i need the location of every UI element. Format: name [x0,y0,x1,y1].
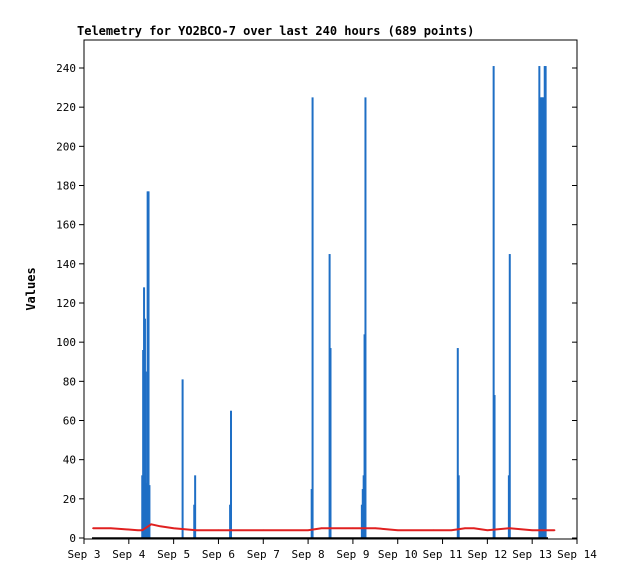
y-tick-label: 100 [56,336,76,349]
bar [148,485,151,538]
x-tick-label: Sep 5 [157,548,190,561]
y-tick-label: 20 [63,493,76,506]
bar [144,371,147,538]
x-tick-label: Sep 11 [423,548,463,561]
y-tick-label: 80 [63,375,76,388]
y-tick-label: 60 [63,415,76,428]
line-point [141,529,144,531]
y-axis-label: Values [24,267,38,310]
line-point [508,527,511,530]
bar [230,410,233,538]
line-point [307,529,309,531]
bar [329,348,332,538]
line-point [195,529,197,531]
line-point [352,527,354,530]
line-point [172,527,175,530]
line-point [262,529,265,531]
x-axis: Sep 3 Sep 4 Sep 5 Sep 6 Sep 7 Sep 8 Sep 9 Sep 1… [67,539,597,561]
line-point [464,527,466,530]
y-axis: 0 20 40 60 80 100 120 140 160 180 200 220 240 [56,62,577,545]
x-tick-label: Sep 7 [247,548,280,561]
y-tick-label: 200 [56,140,76,153]
line-point [486,529,489,531]
y-tick-label: 180 [56,180,76,193]
bar [311,97,314,538]
x-tick-label: Sep 9 [336,548,369,561]
line-point [432,529,435,531]
x-tick-label: Sep 3 [67,548,100,561]
x-tick-label: Sep 8 [292,548,325,561]
y-tick-label: 240 [56,62,76,75]
bar [364,97,367,538]
line-series [92,523,556,532]
x-tick-label: Sep 4 [112,548,145,561]
y-tick-label: 0 [69,532,76,545]
bar [508,254,511,538]
bar [194,475,197,538]
bar [456,348,459,538]
line-point [374,527,377,530]
x-tick-label: Sep 14 [557,548,597,561]
line-point [110,527,112,530]
bar [493,395,496,538]
y-tick-label: 160 [56,219,76,232]
line-point [450,529,453,531]
bar-series [141,66,547,539]
y-tick-label: 220 [56,101,76,114]
x-tick-label: Sep 6 [202,548,235,561]
line-point [150,523,153,526]
y-tick-label: 120 [56,297,76,310]
x-tick-label: Sep 12 [467,548,507,561]
bar [492,66,495,539]
line-point [473,527,475,530]
line-point [396,529,399,531]
line-point [553,529,556,531]
bar [457,475,460,538]
bar [181,379,184,538]
line-point [92,527,94,530]
bar [147,191,150,538]
line-point [531,529,533,531]
y-tick-label: 140 [56,258,76,271]
chart-title: Telemetry for YO2BCO-7 over last 240 hou… [77,24,474,38]
x-tick-label: Sep 13 [512,548,552,561]
line-point [217,529,220,531]
line-point [136,529,139,531]
line-point [159,525,161,528]
bar [544,66,547,539]
y-tick-label: 40 [63,454,76,467]
x-tick-label: Sep 10 [378,548,418,561]
line-point [320,527,323,530]
